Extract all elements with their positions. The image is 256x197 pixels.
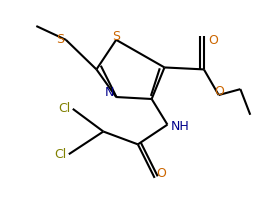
Text: O: O	[157, 167, 166, 180]
Text: O: O	[214, 85, 224, 98]
Text: NH: NH	[170, 120, 189, 133]
Text: Cl: Cl	[59, 102, 71, 115]
Text: S: S	[112, 30, 120, 43]
Text: Cl: Cl	[55, 148, 67, 161]
Text: S: S	[56, 33, 64, 46]
Text: O: O	[208, 34, 218, 47]
Text: N: N	[105, 86, 114, 99]
